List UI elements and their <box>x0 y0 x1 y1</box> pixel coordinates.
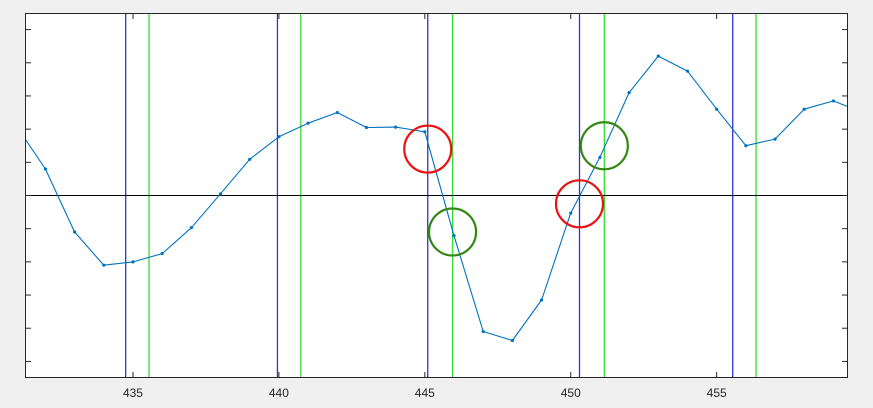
annotation-circles <box>403 121 629 257</box>
x-tick-label: 435 <box>123 386 143 400</box>
data-point <box>131 260 135 264</box>
data-point <box>43 167 48 171</box>
data-point <box>423 130 427 134</box>
data-point <box>773 137 777 141</box>
data-point <box>73 230 77 234</box>
data-point <box>861 111 864 114</box>
x-tick-label: 455 <box>707 386 727 400</box>
x-tick-label: 445 <box>415 386 435 400</box>
data-point <box>335 110 339 115</box>
data-point <box>510 338 514 343</box>
data-point <box>452 234 456 238</box>
tick-marks <box>25 13 848 378</box>
data-point <box>569 211 573 215</box>
data-point <box>394 125 398 129</box>
data-point <box>744 144 748 148</box>
data-point <box>15 124 18 127</box>
data-point <box>539 298 544 302</box>
data-point <box>481 329 485 334</box>
x-tick-label: 440 <box>269 386 289 400</box>
data-point <box>189 226 193 230</box>
data-point <box>248 157 252 161</box>
data-point <box>364 125 369 130</box>
data-point <box>102 263 106 267</box>
data-series <box>15 54 864 343</box>
series-line <box>25 55 848 342</box>
x-tick-label: 450 <box>561 386 581 400</box>
data-point <box>685 69 690 73</box>
annotation-circle-0 <box>403 124 453 174</box>
data-point <box>802 107 806 111</box>
data-point <box>598 155 602 159</box>
data-point <box>160 251 164 256</box>
annotation-circle-3 <box>579 121 629 171</box>
data-point <box>306 121 310 125</box>
annotation-circle-2 <box>554 179 605 229</box>
annotation-circle-1 <box>427 207 478 257</box>
data-point <box>627 91 631 95</box>
x-tick-labels: 435 440 445 450 455 <box>123 386 727 400</box>
data-point <box>277 135 281 139</box>
data-point <box>218 192 223 196</box>
data-point <box>831 99 836 103</box>
data-point <box>715 107 719 111</box>
data-point <box>656 54 660 58</box>
